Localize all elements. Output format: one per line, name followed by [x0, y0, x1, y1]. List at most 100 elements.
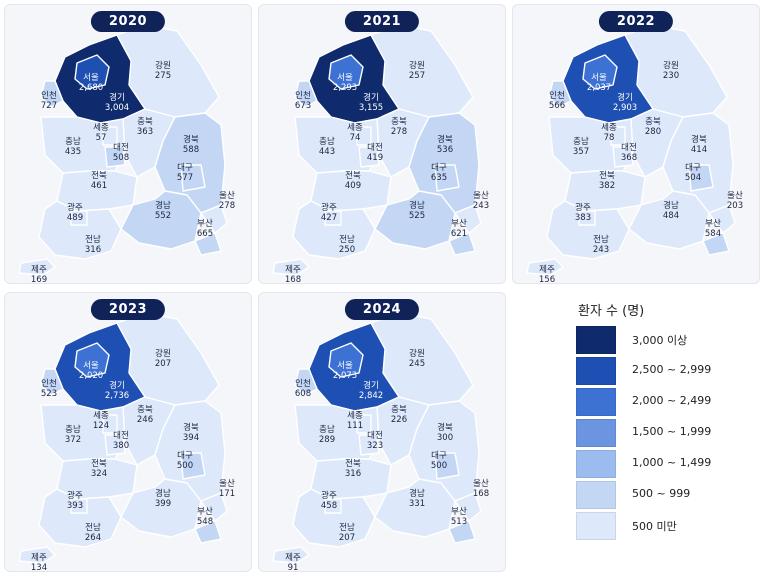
region-label: 충북 280	[645, 117, 661, 137]
region-value: 134	[31, 563, 47, 573]
region-name: 충남	[319, 425, 335, 435]
region-label: 세종 78	[601, 123, 617, 143]
region-label: 부산 665	[197, 219, 213, 239]
region-name: 서울	[333, 73, 357, 83]
region-label: 전북 461	[91, 171, 107, 191]
region-label: 충남 289	[319, 425, 335, 445]
region-label: 울산 168	[473, 479, 489, 499]
legend-swatch	[576, 388, 616, 416]
region-label: 경남 484	[663, 201, 679, 221]
region-name: 제주	[285, 553, 301, 563]
year-badge: 2020	[91, 11, 165, 32]
region-value: 608	[295, 389, 311, 399]
region-name: 세종	[93, 411, 109, 421]
region-value: 243	[473, 201, 489, 211]
legend-item: 2,500 ~ 2,999	[576, 357, 756, 385]
region-name: 강원	[409, 349, 425, 359]
region-value: 257	[409, 71, 425, 81]
region-value: 78	[601, 133, 617, 143]
map-panel-2021: 2021 서울 2,293 경기 3,155 인천 673 강원 257 충북 278 충남 443 세종…	[258, 4, 506, 284]
region-label: 경북 414	[691, 135, 707, 155]
legend-label: 500 미만	[632, 518, 677, 534]
legend-swatch	[576, 481, 616, 509]
region-name: 경남	[663, 201, 679, 211]
region-value: 2,073	[333, 371, 357, 381]
region-name: 충남	[65, 425, 81, 435]
region-name: 부산	[705, 219, 721, 229]
region-label: 충북 278	[391, 117, 407, 137]
region-label: 서울 2,037	[587, 73, 611, 93]
region-name: 대구	[177, 163, 193, 173]
region-value: 171	[219, 489, 235, 499]
region-label: 인천 608	[295, 379, 311, 399]
region-value: 278	[391, 127, 407, 137]
region-label: 대전 323	[367, 431, 383, 451]
region-value: 323	[367, 441, 383, 451]
region-label: 경기 3,004	[105, 93, 129, 113]
region-value: 577	[177, 173, 193, 183]
region-value: 419	[367, 153, 383, 163]
region-name: 강원	[155, 61, 171, 71]
region-value: 331	[409, 499, 425, 509]
region-value: 435	[65, 147, 81, 157]
region-value: 91	[285, 563, 301, 573]
region-label: 충남 357	[573, 137, 589, 157]
region-value: 207	[155, 359, 171, 369]
legend-swatch	[576, 326, 616, 354]
region-value: 3,155	[359, 103, 383, 113]
region-label: 강원 245	[409, 349, 425, 369]
region-name: 인천	[549, 91, 565, 101]
region-label: 경기 2,842	[359, 381, 383, 401]
region-value: 380	[113, 441, 129, 451]
region-label: 경북 536	[437, 135, 453, 155]
region-value: 409	[345, 181, 361, 191]
region-value: 673	[295, 101, 311, 111]
region-value: 383	[575, 213, 591, 223]
region-label: 인천 727	[41, 91, 57, 111]
region-value: 207	[339, 533, 355, 543]
legend-item: 500 미만	[576, 512, 756, 540]
region-name: 경북	[437, 423, 453, 433]
region-value: 508	[113, 153, 129, 163]
region-name: 경남	[409, 489, 425, 499]
region-label: 광주 458	[321, 491, 337, 511]
region-value: 536	[437, 145, 453, 155]
region-value: 264	[85, 533, 101, 543]
region-value: 399	[155, 499, 171, 509]
region-value: 275	[155, 71, 171, 81]
region-label: 전북 409	[345, 171, 361, 191]
region-label: 대전 380	[113, 431, 129, 451]
legend-label: 1,500 ~ 1,999	[632, 425, 711, 438]
year-badge: 2021	[345, 11, 419, 32]
region-name: 전북	[599, 171, 615, 181]
region-name: 대전	[621, 143, 637, 153]
legend-label: 2,500 ~ 2,999	[632, 363, 711, 376]
region-value: 500	[431, 461, 447, 471]
region-label: 전남 243	[593, 235, 609, 255]
region-name: 충북	[137, 405, 153, 415]
region-value: 203	[727, 201, 743, 211]
region-value: 500	[177, 461, 193, 471]
region-label: 전남 207	[339, 523, 355, 543]
region-label: 경북 300	[437, 423, 453, 443]
region-value: 246	[137, 415, 153, 425]
region-name: 울산	[219, 479, 235, 489]
region-name: 충북	[391, 405, 407, 415]
region-value: 3,004	[105, 103, 129, 113]
map-panel-2020: 2020 서울 2,680 경기 3,004 인천 727 강원 275 충북 363 충남 435 세종…	[4, 4, 252, 284]
region-value: 635	[431, 173, 447, 183]
region-label: 전북 316	[345, 459, 361, 479]
year-badge: 2023	[91, 299, 165, 320]
region-value: 2,842	[359, 391, 383, 401]
region-value: 278	[219, 201, 235, 211]
region-name: 대구	[431, 163, 447, 173]
region-label: 제주 168	[285, 265, 301, 285]
region-name: 대전	[113, 431, 129, 441]
region-value: 280	[645, 127, 661, 137]
region-label: 경기 2,903	[613, 93, 637, 113]
map-panel-2023: 2023 서울 2,020 경기 2,736 인천 523 강원 207 충북 246 충남 372 세종…	[4, 292, 252, 572]
year-badge: 2024	[345, 299, 419, 320]
region-name: 강원	[155, 349, 171, 359]
region-value: 169	[31, 275, 47, 285]
region-label: 제주 169	[31, 265, 47, 285]
